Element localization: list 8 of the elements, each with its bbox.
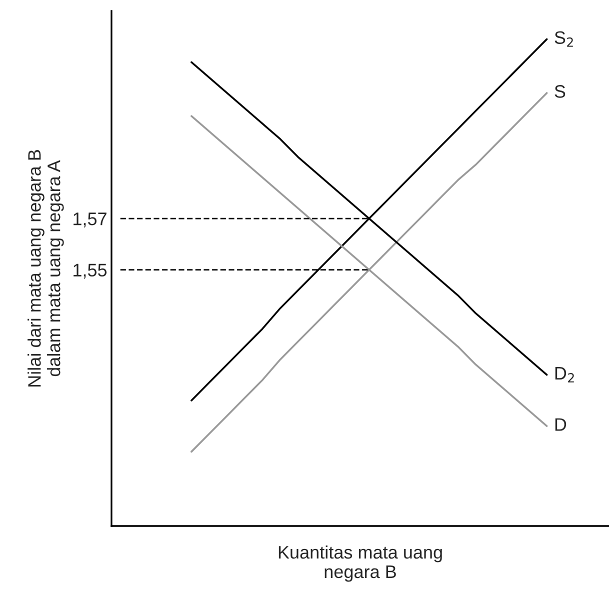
- series-label: D: [555, 418, 566, 431]
- x-axis-title: Kuantitas mata uang negara B: [278, 545, 442, 582]
- y-axis-title: Nilai dari mata uang negara B dalam mata uang negara A: [28, 150, 64, 386]
- series-label: S$_{2}$: [554, 31, 573, 47]
- y-tick-label: 1,57: [74, 212, 106, 228]
- y-tick-label: 1,55: [74, 264, 107, 279]
- series-label: D$_{2}$: [555, 367, 574, 382]
- series-label: S: [554, 85, 566, 98]
